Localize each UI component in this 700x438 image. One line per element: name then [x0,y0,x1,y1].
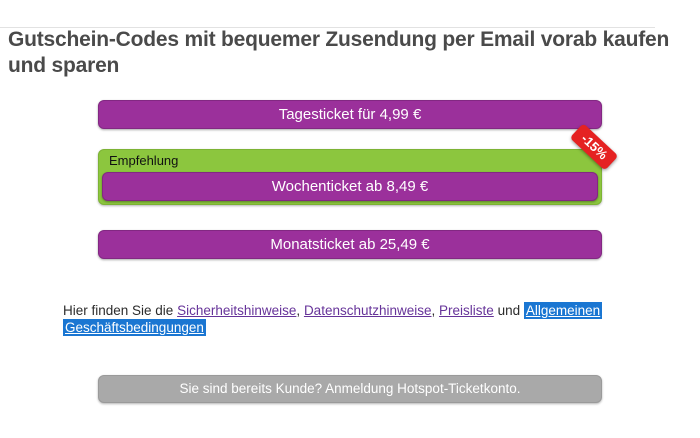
price-list-link[interactable]: Preisliste [439,303,494,318]
recommendation-box: Empfehlung -15% Wochenticket ab 8,49 € [98,123,619,205]
account-login-button[interactable]: Sie sind bereits Kunde? Anmeldung Hotspo… [98,375,602,403]
selected-text-highlight: Allgemeinen [523,302,603,319]
privacy-notes-link[interactable]: Datenschutzhinweise [303,303,432,318]
discount-badge: -15% [569,123,619,171]
separator-text: , [296,303,301,318]
day-ticket-button[interactable]: Tagesticket für 4,99 € [98,100,602,129]
terms-and-conditions-link[interactable]: Allgemeinen Geschäftsbedingungen [63,302,603,336]
legal-prefix-text: Hier finden Sie die [63,303,174,318]
voucher-purchase-page: { "header": { "title": "Gutschein-Codes … [0,27,700,438]
week-ticket-button[interactable]: Wochenticket ab 8,49 € [102,172,598,201]
recommendation-label: Empfehlung [109,153,179,168]
security-notes-link[interactable]: Sicherheitshinweise [177,303,297,318]
separator-text: , [431,303,436,318]
selected-text-highlight: Geschäftsbedingungen [63,319,206,336]
top-divider [0,27,655,28]
page-title: Gutschein-Codes mit bequemer Zusendung p… [8,28,670,77]
legal-links-paragraph: Hier finden Sie die Sicherheitshinweise,… [63,302,643,336]
conjunction-text: und [497,303,521,318]
month-ticket-button[interactable]: Monatsticket ab 25,49 € [98,230,602,259]
